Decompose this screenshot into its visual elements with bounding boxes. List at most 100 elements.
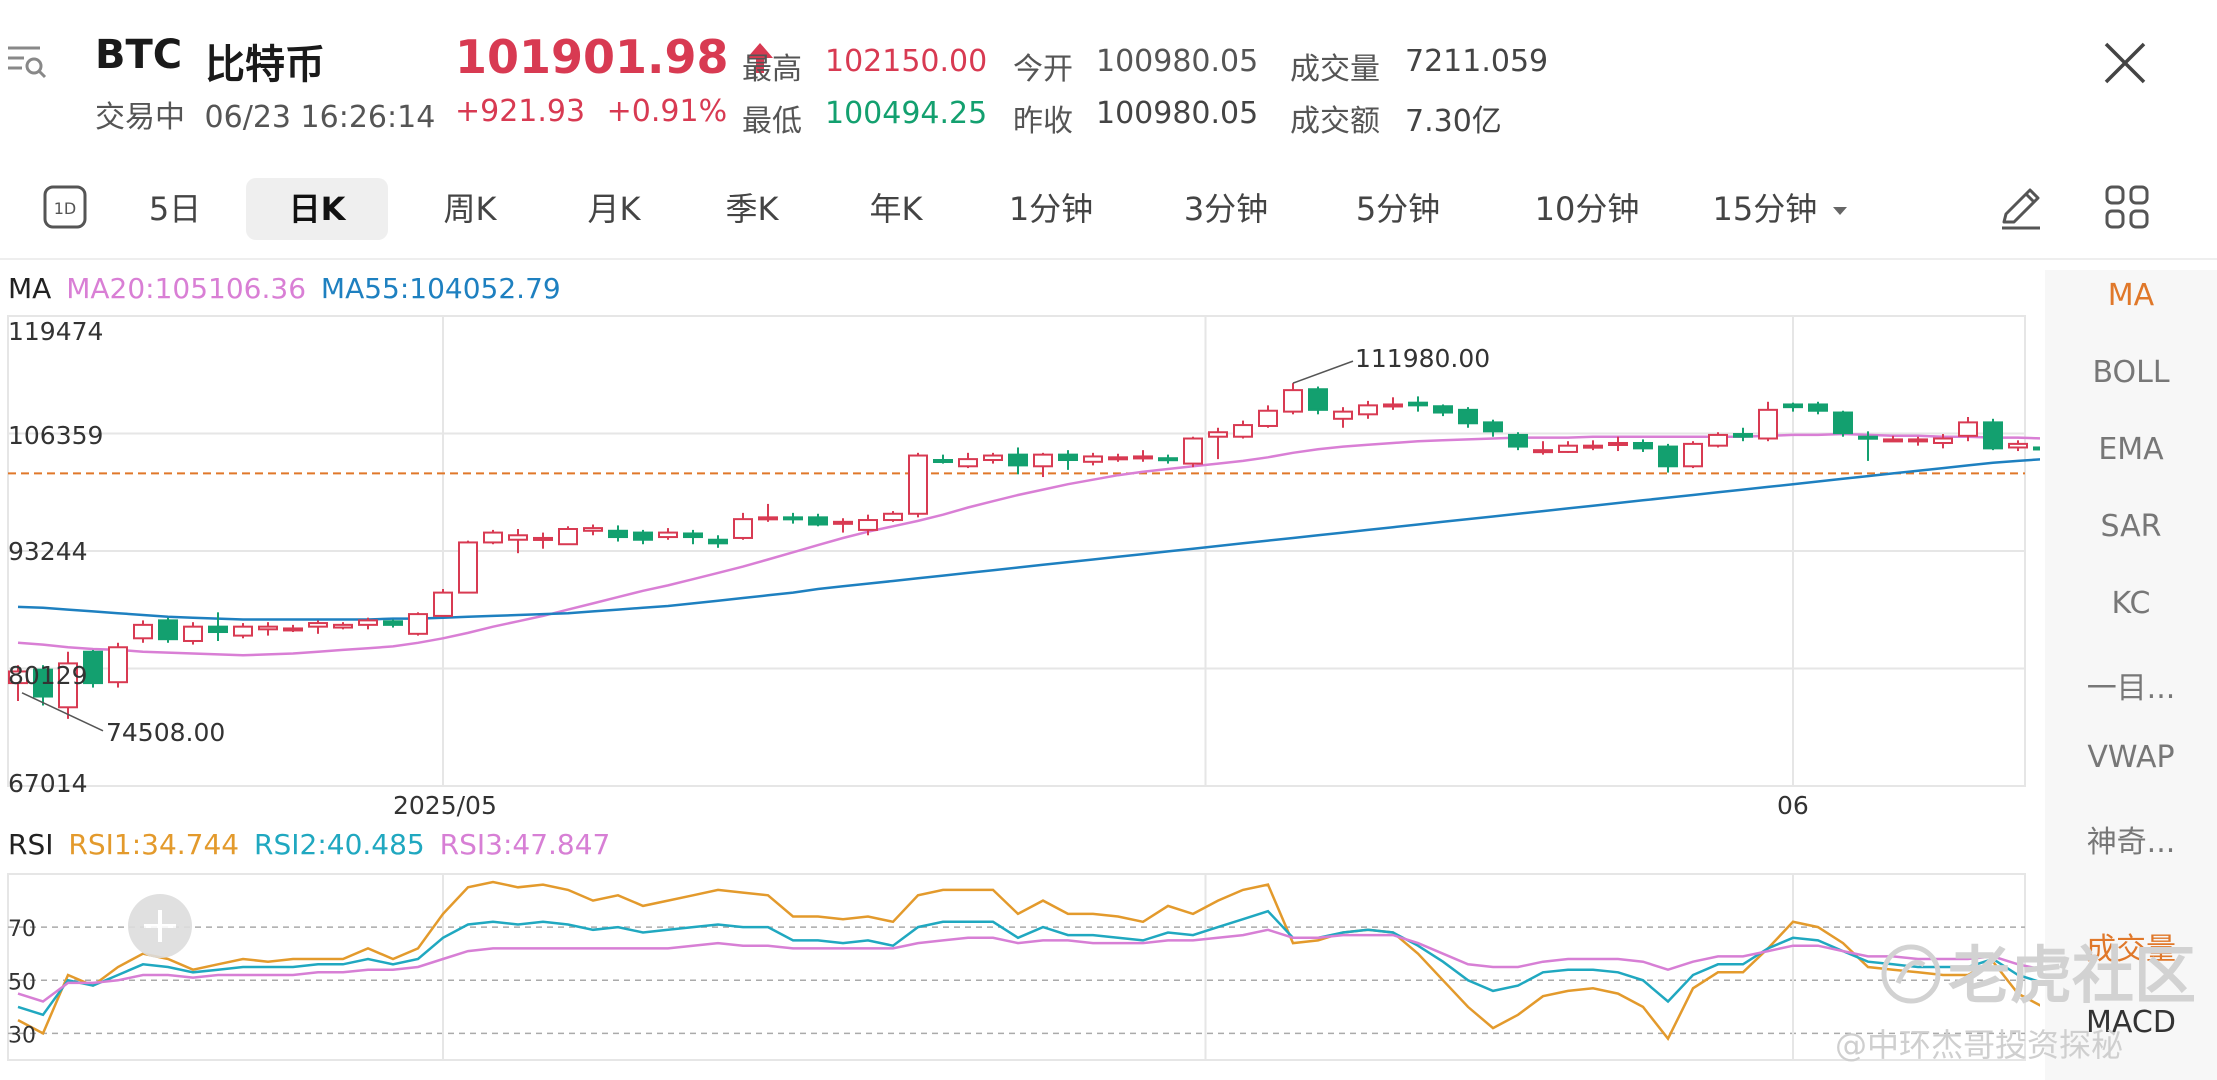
candle-down <box>1483 421 1503 433</box>
rsi-axis-tick: 50 <box>8 970 36 995</box>
candle-up <box>333 623 353 629</box>
indicator-boll[interactable]: BOLL <box>2092 355 2170 390</box>
candle-up <box>658 531 678 539</box>
candle-down <box>1633 441 1653 450</box>
candle-down <box>1858 435 1878 440</box>
rsi1-legend: RSI1:34.744 <box>68 828 240 861</box>
indicator-macd[interactable]: MACD <box>2086 1005 2176 1040</box>
candle-up <box>483 531 503 544</box>
candle-up <box>1533 449 1553 454</box>
candle-up <box>558 527 578 546</box>
tab-15min[interactable]: 15分钟 <box>1706 178 1856 240</box>
period-1d-icon[interactable]: 1D <box>42 184 88 230</box>
tab-5d[interactable]: 5日 <box>148 190 202 228</box>
price-axis-tick: 106359 <box>8 421 103 450</box>
tab-3min[interactable]: 3分钟 <box>1183 190 1269 228</box>
rsi-chart[interactable]: 70 50 30 <box>0 860 2040 1070</box>
indicator-kc[interactable]: KC <box>2111 586 2151 621</box>
rsi2-legend: RSI2:40.485 <box>254 828 425 861</box>
period-1d-text: 1D <box>54 199 77 218</box>
ma20-line <box>17 432 2040 657</box>
volume-value: 7211.059 <box>1405 44 1549 79</box>
high-value: 102150.00 <box>825 44 988 79</box>
tab-quarterly-k[interactable]: 季K <box>725 190 779 228</box>
ma20-legend: MA20:105106.36 <box>66 272 307 305</box>
ma-legend-label: MA <box>8 272 52 305</box>
indicator-magic[interactable]: 神奇... <box>2086 825 2176 860</box>
plus-icon <box>144 910 176 942</box>
high-annotation: 111980.00 <box>1355 344 1490 373</box>
indicator-ma[interactable]: MA <box>2107 278 2155 313</box>
indicator-sar[interactable]: SAR <box>2100 509 2162 544</box>
candle-down <box>1458 408 1478 425</box>
candle-down <box>33 668 53 698</box>
watermark-brand: 老虎社区 <box>1880 925 2196 1015</box>
grid-layout-icon[interactable] <box>2104 184 2150 230</box>
change-value: +921.93 <box>455 94 586 129</box>
candle-down <box>208 625 228 634</box>
crosshair-button[interactable] <box>128 894 192 958</box>
candle-down <box>683 532 703 539</box>
candle-down <box>1508 433 1528 448</box>
close-icon[interactable] <box>2102 40 2148 86</box>
candle-up <box>1133 455 1153 460</box>
candle-up <box>58 662 78 709</box>
candle-up <box>533 536 553 541</box>
rsi1-line <box>17 880 2040 1042</box>
ma55-legend: MA55:104052.79 <box>320 272 561 305</box>
tab-1min[interactable]: 1分钟 <box>1008 190 1094 228</box>
candle-up <box>1083 455 1103 463</box>
candle-down <box>1983 421 2003 450</box>
indicator-ema[interactable]: EMA <box>2098 432 2164 467</box>
menu-search-icon[interactable] <box>6 44 48 82</box>
tab-5min[interactable]: 5分钟 <box>1355 190 1441 228</box>
candle-up <box>358 619 378 626</box>
quote-header: BTC 比特币 交易中 06/23 16:26:14 101901.98 +92… <box>0 0 2217 160</box>
candle-down <box>1808 403 1828 412</box>
rsi-axis-tick: 70 <box>8 917 36 942</box>
turnover-value: 7.30亿 <box>1405 104 1502 139</box>
asset-name: 比特币 <box>205 42 325 88</box>
draw-pencil-icon[interactable] <box>1996 184 2046 234</box>
candle-down <box>633 531 653 541</box>
header-divider <box>0 258 2217 260</box>
tab-monthly-k[interactable]: 月K <box>587 190 641 228</box>
candle-up <box>1233 424 1253 438</box>
status-text: 交易中 <box>95 100 185 135</box>
candle-down <box>2033 446 2040 451</box>
candle-up <box>1708 433 1728 447</box>
tab-weekly-k[interactable]: 周K <box>443 190 497 228</box>
volume-label: 成交量 <box>1290 52 1380 87</box>
candle-up <box>1583 444 1603 449</box>
rsi3-legend: RSI3:47.847 <box>439 828 611 861</box>
tab-daily-k[interactable]: 日K <box>246 178 388 240</box>
indicator-ichimoku[interactable]: 一目... <box>2086 671 2176 706</box>
price-axis-tick: 119474 <box>8 317 103 346</box>
price-value: 101901.98 <box>455 30 729 84</box>
candle-up <box>758 516 778 521</box>
candle-up <box>308 622 328 628</box>
high-annotation-leader <box>1292 360 1354 384</box>
candle-up <box>8 670 28 685</box>
tab-yearly-k[interactable]: 年K <box>869 190 923 228</box>
candlestick-chart[interactable]: 119474 106359 93244 80129 67014 2025/05 06 1119… <box>0 300 2040 830</box>
symbol: BTC <box>95 32 183 78</box>
candle-up <box>1258 409 1278 427</box>
change-percent: +0.91% <box>606 94 728 129</box>
candle-down <box>1433 405 1453 414</box>
indicator-volume[interactable]: 成交量 <box>2086 932 2176 967</box>
candle-down <box>83 650 103 685</box>
tab-10min[interactable]: 10分钟 <box>1534 190 1640 228</box>
open-label: 今开 <box>1013 52 1073 87</box>
candle-up <box>133 623 153 640</box>
ma55-line <box>17 458 2040 621</box>
datetime: 06/23 16:26:14 <box>204 100 436 135</box>
caret-down-icon <box>1833 207 1848 215</box>
candle-up <box>1933 437 1953 444</box>
candle-up <box>1033 453 1053 468</box>
price-axis-tick: 80129 <box>8 661 88 690</box>
indicator-vwap[interactable]: VWAP <box>2087 740 2175 775</box>
watermark-brand-text: 老虎社区 <box>1948 939 2197 1012</box>
candle-up <box>508 534 528 541</box>
rsi2-line <box>17 909 2040 1017</box>
